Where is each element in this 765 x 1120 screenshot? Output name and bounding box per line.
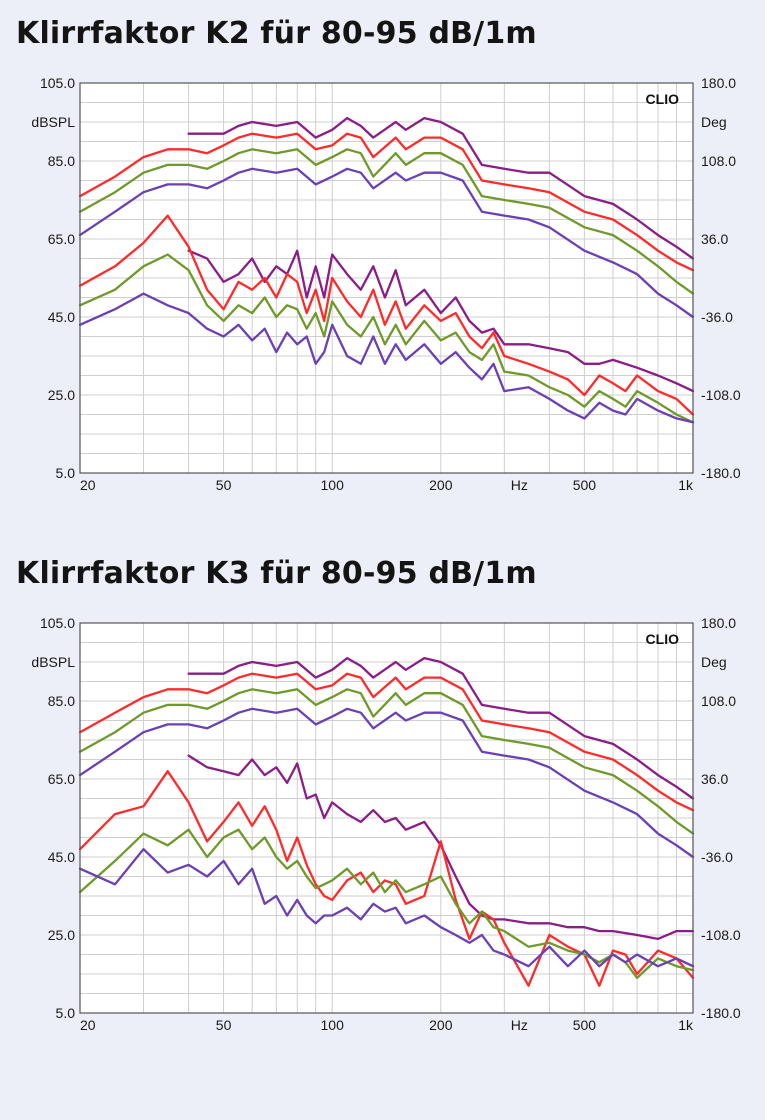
clio-brand-label: CLIO (646, 91, 680, 107)
grid (80, 623, 693, 1013)
x-unit-label: Hz (511, 1017, 528, 1033)
series-line-1 (187, 656, 695, 800)
x-tick-label: 1k (678, 477, 694, 493)
series-line-7 (78, 253, 695, 424)
series-group (78, 116, 695, 424)
clio-brand-label: CLIO (646, 631, 680, 647)
y-tick-label: 65.0 (48, 231, 75, 247)
y2-tick-label: 36.0 (701, 231, 728, 247)
series-line-8 (78, 848, 695, 968)
y2-axis-label: Deg (701, 114, 727, 130)
y2-tick-label: -36.0 (701, 309, 733, 325)
y-tick-label: 45.0 (48, 849, 75, 865)
x-tick-label: 50 (216, 477, 232, 493)
series-line-2 (78, 132, 695, 272)
y2-tick-label: -108.0 (701, 927, 741, 943)
series-line-3 (78, 148, 695, 295)
x-tick-label: 1k (678, 1017, 694, 1033)
y-tick-label: 25.0 (48, 387, 75, 403)
y-tick-label: 105.0 (40, 75, 75, 91)
x-tick-label: 100 (321, 1017, 345, 1033)
y-tick-label: 65.0 (48, 771, 75, 787)
chart-k2: 5.0 25.0 45.0 65.0 85.0 105.0 -180.0 -108.0 -36.… (31, 75, 741, 493)
y2-tick-label: -36.0 (701, 849, 733, 865)
y2-tick-label: 180.0 (701, 75, 736, 91)
y2-tick-label: 180.0 (701, 615, 736, 631)
y2-tick-label: -108.0 (701, 387, 741, 403)
x-tick-label: 100 (321, 477, 345, 493)
y-tick-label: 5.0 (56, 465, 76, 481)
plot-frame (79, 622, 694, 1014)
x-tick-label: 200 (429, 477, 453, 493)
grid (80, 83, 693, 473)
y-tick-label: 25.0 (48, 927, 75, 943)
y-axis-label: dBSPL (31, 654, 75, 670)
y-tick-label: 85.0 (48, 693, 75, 709)
chart-k3: 5.0 25.0 45.0 65.0 85.0 105.0 -180.0 -108.0 -36.… (31, 615, 741, 1033)
series-line-5 (187, 754, 695, 941)
x-tick-label: 200 (429, 1017, 453, 1033)
y-axis-label: dBSPL (31, 114, 75, 130)
y2-tick-label: 108.0 (701, 693, 736, 709)
series-line-3 (78, 688, 695, 835)
series-line-6 (78, 770, 695, 987)
y2-tick-label: 108.0 (701, 153, 736, 169)
series-group (78, 656, 695, 987)
x-tick-label: 500 (573, 1017, 597, 1033)
series-line-8 (78, 292, 695, 424)
series-line-1 (187, 116, 695, 260)
y-tick-label: 105.0 (40, 615, 75, 631)
y2-tick-label: -180.0 (701, 465, 741, 481)
y2-tick-label: -180.0 (701, 1005, 741, 1021)
x-tick-label: 500 (573, 477, 597, 493)
x-tick-label: 20 (80, 477, 96, 493)
chart-title-k2: Klirrfaktor K2 für 80-95 dB/1m (16, 16, 537, 51)
series-line-4 (78, 167, 695, 319)
chart-title-k3: Klirrfaktor K3 für 80-95 dB/1m (16, 556, 537, 591)
y-tick-label: 45.0 (48, 309, 75, 325)
series-line-6 (78, 214, 695, 416)
plot-frame (79, 82, 694, 474)
series-line-2 (78, 672, 695, 812)
series-line-5 (187, 249, 695, 393)
x-unit-label: Hz (511, 477, 528, 493)
page: Klirrfaktor K2 für 80-95 dB/1m 5.0 25.0 45… (16, 16, 741, 1033)
series-line-4 (78, 707, 695, 859)
y2-axis-label: Deg (701, 654, 727, 670)
y-tick-label: 5.0 (56, 1005, 76, 1021)
x-tick-label: 20 (80, 1017, 96, 1033)
y2-tick-label: 36.0 (701, 771, 728, 787)
x-tick-label: 50 (216, 1017, 232, 1033)
y-tick-label: 85.0 (48, 153, 75, 169)
